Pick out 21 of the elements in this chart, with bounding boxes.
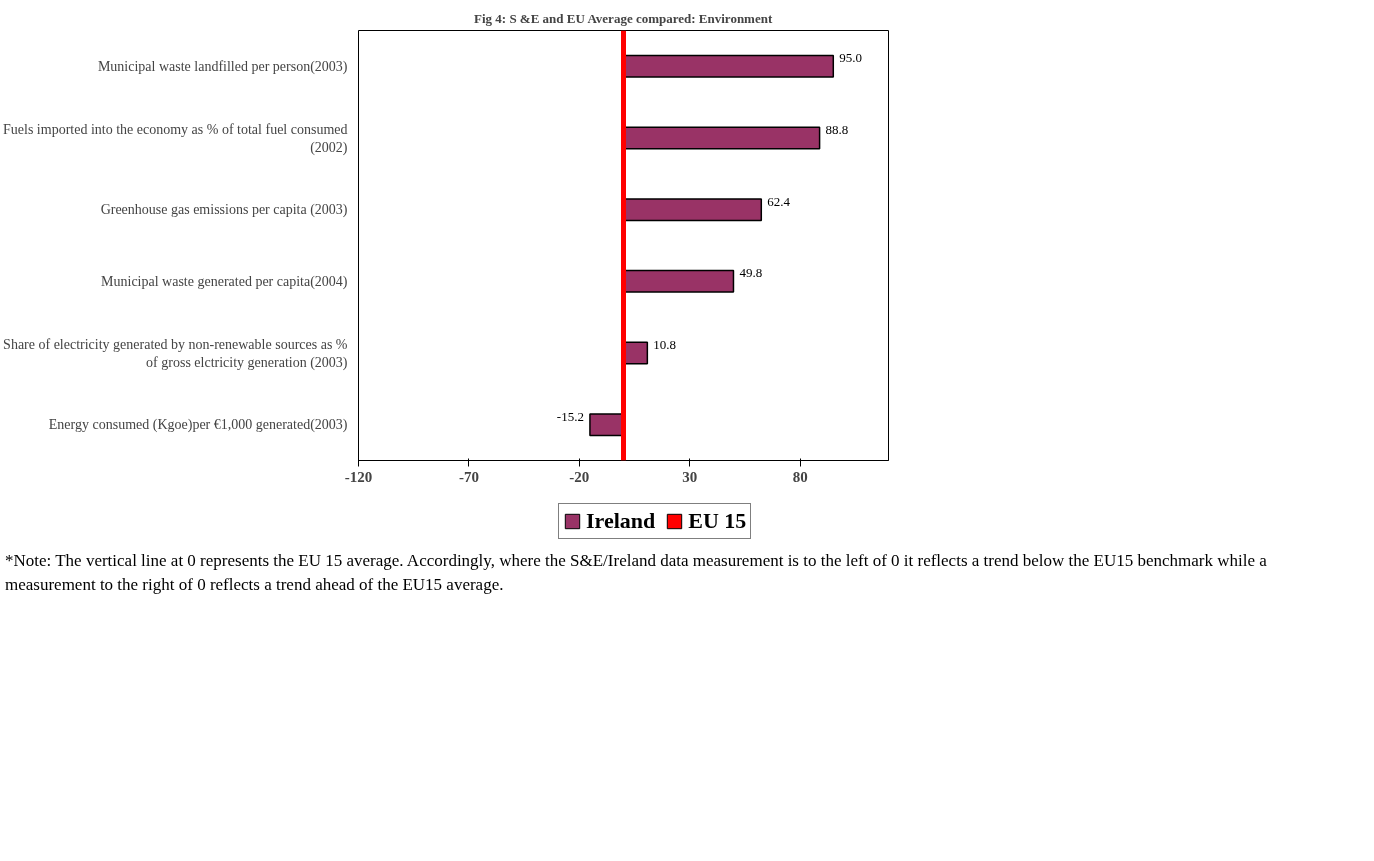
x-tick-label: -70	[458, 468, 479, 485]
data-label: 88.8	[825, 122, 849, 137]
data-label: 62.4	[767, 193, 791, 209]
data-label: 10.8	[653, 337, 677, 352]
legend-label: EU 15	[688, 508, 747, 534]
x-tick-label: 80	[792, 468, 808, 485]
y-tick-label: Municipal waste landfilled per person(2003)	[97, 58, 348, 75]
data-label: -15.2	[556, 408, 584, 424]
chart-title: Fig 4: S &E and EU Average compared: Environment	[474, 10, 773, 26]
legend-label: Ireland	[586, 508, 656, 534]
y-tick-label: Municipal waste generated per capita(2004)	[101, 273, 348, 290]
y-tick-label: Fuels imported into the economy as % of total fuel consumed (2002)	[3, 121, 348, 156]
x-tick-label: -20	[569, 468, 590, 485]
y-tick-label: Greenhouse gas emissions per capita (2003)	[100, 202, 348, 219]
y-tick-label: Share of electricity generated by non-renewable sources as % of gross elctricity generation (2003)	[3, 336, 348, 371]
y-tick-label: Energy consumed (Kgoe)per €1,000 generated(2003)	[48, 417, 348, 434]
x-tick-label: 30	[682, 468, 698, 485]
x-tick-label: -120	[344, 468, 373, 485]
data-label: 95.0	[839, 50, 863, 66]
text: *Note: The vertical line at 0 represents the EU 15 average. Accordingly, where the S&E/Ireland data measurement is to the left of 0 it reflects a trend below the EU15 benchmark while a measurement to the right of 0 reflects a trend ahead of the EU15 average.	[5, 550, 1268, 597]
data-label: 49.8	[739, 265, 763, 281]
